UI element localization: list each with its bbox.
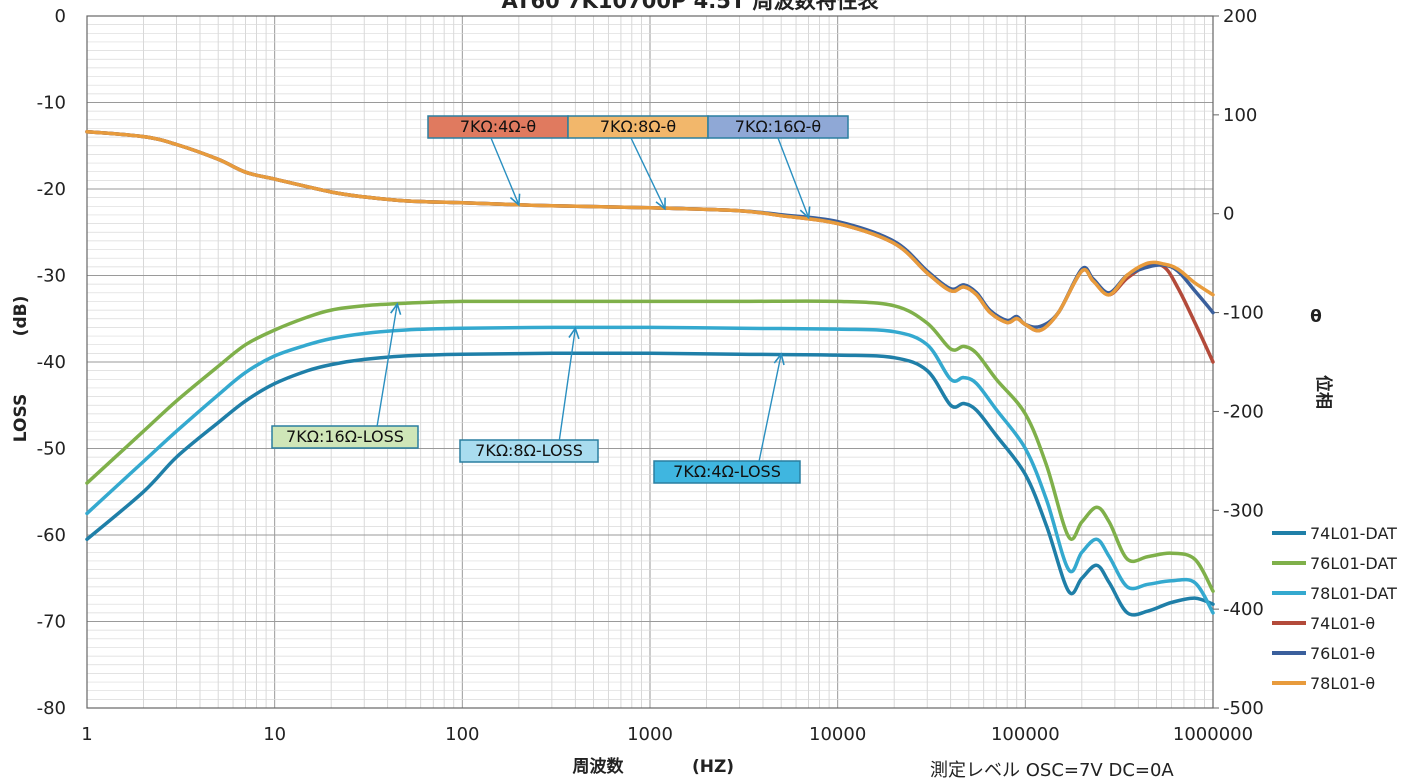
annotation-label: 7KΩ:16Ω-θ <box>735 117 821 136</box>
annotation-arrow <box>558 328 577 441</box>
y-axis-label: LOSS <box>11 394 31 442</box>
series-line-74l01-dat <box>85 351 1215 617</box>
chart-title: AT60 7K10700P 4.5T 周波数特性表 <box>502 0 880 13</box>
legend-label: 78L01-DAT <box>1310 584 1397 603</box>
series-line-76l01-dat <box>85 299 1215 593</box>
y-tick-label: -70 <box>37 612 66 633</box>
annotation: 7KΩ:16Ω-θ <box>707 115 849 220</box>
annotation-arrowhead <box>390 302 402 315</box>
y2-tick-label: -300 <box>1223 500 1264 521</box>
x-axis-label: 周波数 <box>573 756 625 777</box>
annotations: 7KΩ:4Ω-θ 7KΩ:8Ω-θ 7KΩ:16Ω-θ 7KΩ:16Ω-LOSS 7KΩ… <box>271 115 849 484</box>
annotation: 7KΩ:8Ω-θ <box>567 115 709 211</box>
series-line-78l01-dat <box>85 325 1215 615</box>
measurement-note: 測定レベル OSC=7V DC=0A <box>930 760 1174 781</box>
legend-item: 78L01-DAT <box>1272 584 1397 603</box>
y2-tick-label: -500 <box>1223 698 1264 719</box>
y2-axis-label-jp: 位相 <box>1313 375 1334 409</box>
y-axis-unit: (dB) <box>11 296 31 337</box>
annotation-label: 7KΩ:16Ω-LOSS <box>286 427 404 446</box>
annotation-box <box>271 425 419 449</box>
annotation-arrow <box>758 354 782 462</box>
legend-item: 74L01-DAT <box>1272 524 1397 543</box>
y2-axis-label: θ <box>1310 307 1322 327</box>
annotation: 7KΩ:16Ω-LOSS <box>271 302 419 449</box>
series-line-78l01 <box>85 129 1215 333</box>
annotation-arrowhead <box>509 193 521 207</box>
legend-item: 76L01-DAT <box>1272 554 1397 573</box>
legend: 74L01-DAT 76L01-DAT 78L01-DAT 74L01-θ 76L01-… <box>1272 524 1397 693</box>
annotation-box <box>653 460 801 484</box>
y-tick-label: -10 <box>37 93 66 114</box>
y2-tick-label: -200 <box>1223 401 1264 422</box>
x-tick-label: 1000000 <box>1173 724 1253 745</box>
annotation-arrow <box>777 137 810 218</box>
annotation: 7KΩ:8Ω-LOSS <box>459 326 599 463</box>
x-tick-label: 1 <box>81 724 92 745</box>
annotation-label: 7KΩ:8Ω-LOSS <box>475 441 583 460</box>
annotation-label: 7KΩ:4Ω-θ <box>460 117 536 136</box>
y2-tick-label: 100 <box>1223 105 1257 126</box>
legend-label: 76L01-DAT <box>1310 554 1397 573</box>
y-tick-label: -20 <box>37 179 66 200</box>
annotation-arrowhead <box>773 352 785 366</box>
y2-tick-label: 200 <box>1223 6 1257 27</box>
annotation-arrowhead <box>568 326 580 340</box>
legend-label: 74L01-DAT <box>1310 524 1397 543</box>
y-tick-label: -40 <box>37 352 66 373</box>
annotation-box <box>459 439 599 463</box>
y-tick-label: 0 <box>55 6 66 27</box>
x-tick-label: 1000 <box>627 724 673 745</box>
annotation-arrow <box>490 137 520 206</box>
y-tick-label: -80 <box>37 698 66 719</box>
legend-label: 74L01-θ <box>1310 614 1375 633</box>
y2-tick-label: -100 <box>1223 303 1264 324</box>
annotation-arrowhead <box>799 206 811 220</box>
annotation-arrow <box>376 303 398 427</box>
y-tick-label: -60 <box>37 525 66 546</box>
y2-tick-label: -400 <box>1223 599 1264 620</box>
x-tick-label: 100000 <box>991 724 1060 745</box>
annotation-arrowhead <box>655 197 666 211</box>
y2-tick-label: 0 <box>1223 204 1234 225</box>
annotation-label: 7KΩ:8Ω-θ <box>600 117 676 136</box>
y-tick-label: -30 <box>37 266 66 287</box>
x-tick-label: 10 <box>263 724 286 745</box>
legend-item: 78L01-θ <box>1272 674 1375 693</box>
legend-label: 78L01-θ <box>1310 674 1375 693</box>
annotation: 7KΩ:4Ω-LOSS <box>653 352 801 484</box>
legend-item: 76L01-θ <box>1272 644 1375 663</box>
series-layer <box>85 129 1215 617</box>
annotation-label: 7KΩ:4Ω-LOSS <box>673 462 781 481</box>
x-tick-label: 10000 <box>809 724 866 745</box>
x-axis-unit: (HZ) <box>692 757 734 777</box>
y-tick-label: -50 <box>37 439 66 460</box>
annotation-arrow <box>630 137 666 210</box>
x-tick-label: 100 <box>445 724 479 745</box>
legend-label: 76L01-θ <box>1310 644 1375 663</box>
legend-item: 74L01-θ <box>1272 614 1375 633</box>
